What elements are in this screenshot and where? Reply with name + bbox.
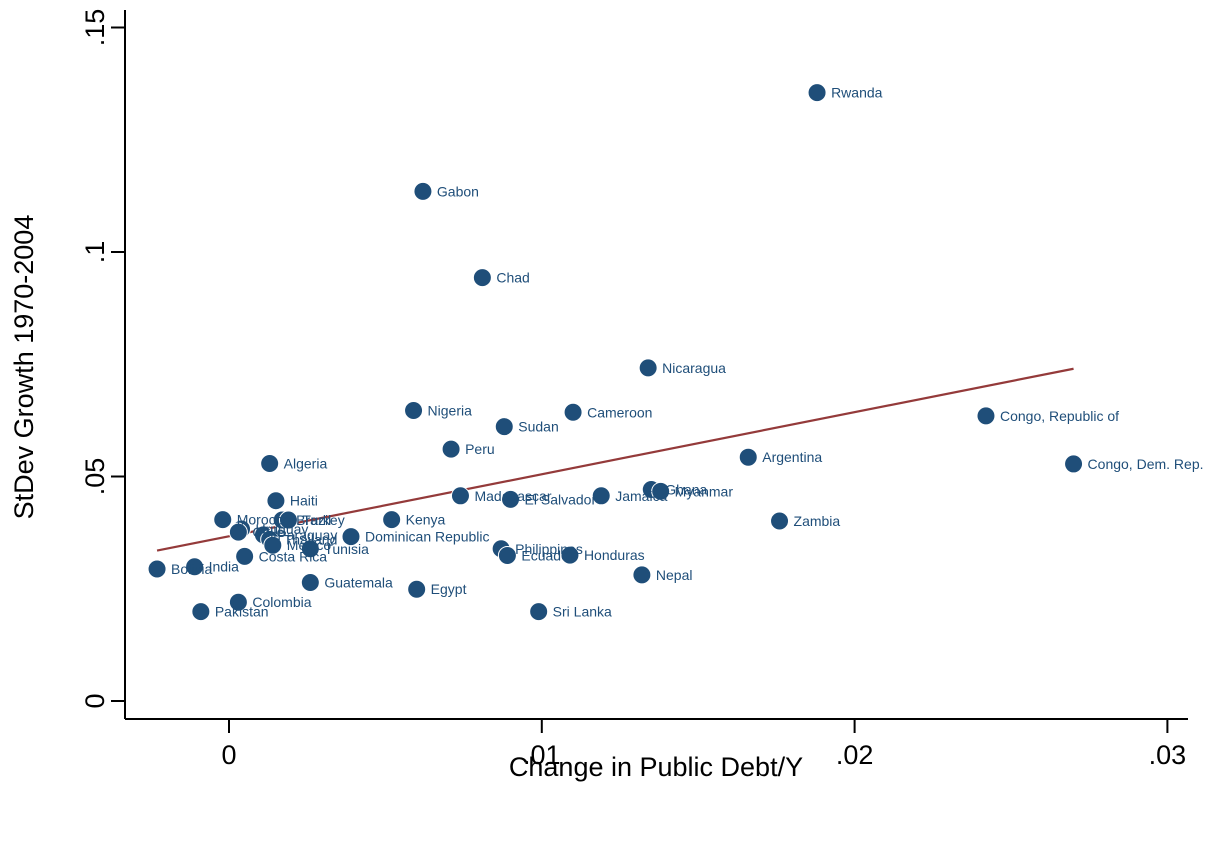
y-axis-title: StDev Growth 1970-2004 [9,215,39,520]
data-point [300,539,320,559]
data-point [382,510,402,530]
data-point-label: Chad [496,270,529,286]
data-point-label: Peru [465,441,495,457]
data-point-label: Mexico [287,537,332,553]
data-point-label: Tunisia [324,541,369,557]
data-point [266,491,286,511]
data-point-label: Costa Rica [259,548,328,564]
data-point-label: Nepal [656,567,693,583]
x-tick-label: .02 [836,740,874,770]
data-point-label: El Salvador [525,491,597,507]
data-point-label: Jamaica [615,488,667,504]
data-point [213,510,233,530]
y-tick-label: .1 [80,241,110,264]
data-point [563,402,583,422]
data-point [770,511,790,531]
data-point-label: Ghana [665,482,707,498]
data-point-label: Rwanda [831,85,883,101]
x-ticks: 0 .01 .02 .03 [221,719,1186,770]
data-point [228,592,248,612]
data-point-label: Algeria [284,455,328,471]
data-point [263,535,283,555]
data-point [441,439,461,459]
data-point-label: Gabon [437,183,479,199]
data-point [341,527,361,547]
data-point [738,447,758,467]
data-point-label: Ecuador [521,548,573,564]
data-point-label: Cameroon [587,404,652,420]
data-point-label: Philippines [515,541,583,557]
data-point-label: Sudan [518,419,558,435]
data-point [404,400,424,420]
data-point [1064,454,1084,474]
data-point-label: Madagascar [474,488,551,504]
data-point-label: Haiti [290,493,318,509]
data-point-label: Paraguay [277,527,337,543]
data-point [560,545,580,565]
data-point [228,522,248,542]
data-point-label: Honduras [584,547,645,563]
data-point-label: Congo, Republic of [1000,408,1119,424]
data-point [472,268,492,288]
data-point-label: Morocco [237,512,291,528]
data-point-label: Egypt [431,581,467,597]
data-point [501,489,521,509]
data-point-label: Thailand [284,531,338,547]
data-point-label: Congo, Dem. Rep. [1088,456,1204,472]
data-point [450,486,470,506]
data-point [407,579,427,599]
data-point [638,358,658,378]
data-point-label: Bolivia [171,561,212,577]
y-tick-label: .05 [80,458,110,496]
data-point-label: India [209,559,240,575]
data-point [300,572,320,592]
data-point-label: Pakistan [215,604,269,620]
data-point [976,406,996,426]
data-point [235,546,255,566]
data-point-label: Kenya [406,512,446,528]
data-point-label: Nigeria [428,402,473,418]
fit-line [156,367,1074,552]
data-point [185,557,205,577]
data-point-label: Dominican Republic [365,529,490,545]
data-point-label: Colombia [252,594,311,610]
y-tick-label: .15 [80,9,110,47]
x-tick-label: 0 [221,740,236,770]
data-point [497,546,517,566]
data-point [147,559,167,579]
y-ticks: 0 .05 .1 .15 [80,9,125,709]
x-axis-title: Change in Public Debt/Y [509,752,803,782]
data-point [632,565,652,585]
data-point-label: Zambia [794,513,841,529]
data-point [591,486,611,506]
points-layer [147,83,1084,622]
y-tick-label: 0 [80,693,110,708]
x-tick-label: .03 [1149,740,1187,770]
data-point-label: Sri Lanka [553,604,612,620]
data-point [494,417,514,437]
data-point-label: Guatemala [324,574,393,590]
data-point [413,181,433,201]
x-tick-label: .01 [523,740,561,770]
data-point [651,481,671,501]
data-point-label: Nicaragua [662,360,726,376]
data-point-label: Myanmar [675,483,734,499]
data-point-label: Uruguay [256,521,309,537]
data-point-label: Brazil [296,512,331,528]
data-point [529,602,549,622]
data-point-label: Chile [252,524,284,540]
data-point-label: Argentina [762,449,822,465]
point-labels-layer: Rwanda Gabon Chad Nicaragua Congo, Republic … [171,85,1203,620]
data-point [278,510,298,530]
data-point [260,453,280,473]
data-point [191,602,211,622]
data-point [807,83,827,103]
data-point-label: Turkey [302,512,344,528]
